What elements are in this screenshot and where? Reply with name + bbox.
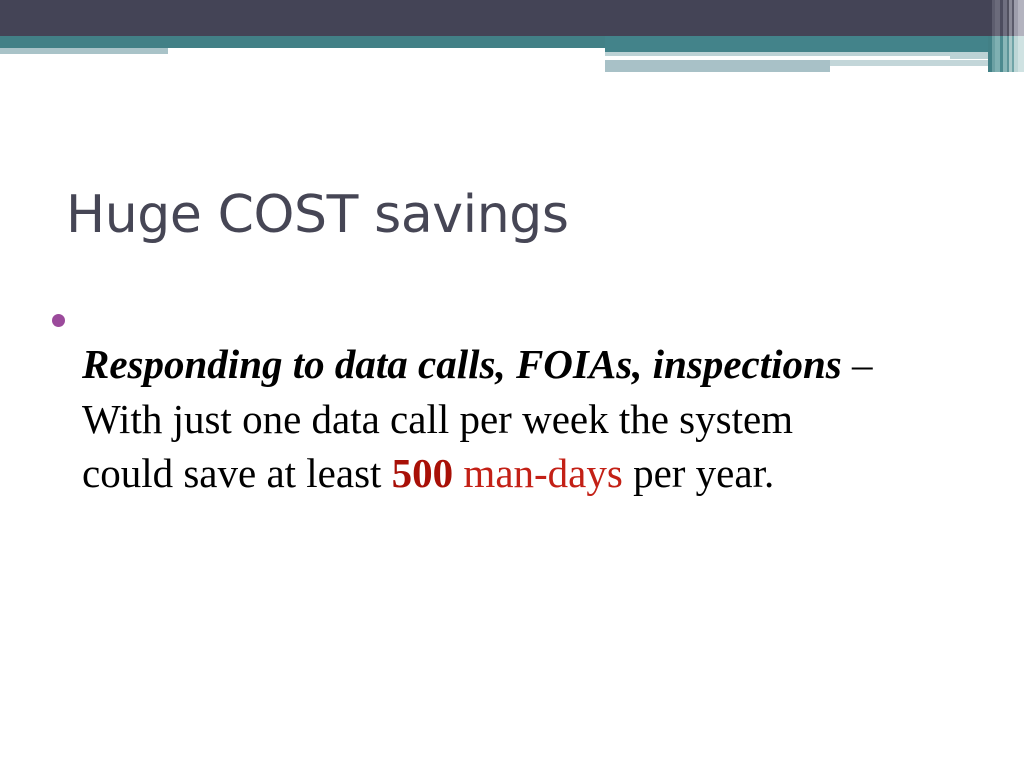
slide-body: Responding to data calls, FOIAs, inspect… [52, 296, 932, 542]
header-stripe [992, 36, 995, 72]
bullet-dot-icon [52, 296, 82, 327]
bullet-text: Responding to data calls, FOIAs, inspect… [82, 337, 892, 501]
header-stripe [1009, 0, 1012, 36]
header-band-teal-right [605, 36, 1024, 52]
header-stripe [995, 0, 1000, 36]
header-stripe [1009, 36, 1012, 72]
header-vertical-stripes-bottom [988, 36, 1024, 72]
header-band-pale-low-right [830, 60, 1024, 66]
header-band-white-slice [605, 56, 950, 60]
header-stripe [1000, 36, 1003, 72]
header-stripe [992, 0, 995, 36]
bullet-separator: – [841, 341, 873, 387]
header-stripe [1018, 0, 1024, 36]
bullet-body-after: per year. [622, 450, 775, 497]
slide-header-decoration [0, 0, 1024, 80]
header-vertical-stripes-top [988, 0, 1024, 36]
bullet-list-item: Responding to data calls, FOIAs, inspect… [52, 296, 932, 542]
header-band-pale-mid [605, 52, 1024, 59]
header-stripe [1014, 0, 1018, 36]
highlight-unit: man-days [453, 450, 623, 497]
header-stripe [1007, 36, 1009, 72]
header-stripe [995, 36, 1000, 72]
bullet-body-before: With just one data call per week the sys… [82, 395, 794, 497]
header-stripe [1007, 0, 1009, 36]
header-stripe [988, 36, 992, 72]
highlight-number: 500 [391, 450, 454, 497]
header-band-pale-left [0, 48, 168, 54]
header-stripe [1012, 36, 1014, 72]
header-band-pale-low [605, 60, 830, 72]
header-stripe [1003, 36, 1007, 72]
header-stripe [1000, 0, 1003, 36]
header-stripe [1018, 36, 1024, 72]
slide-title: Huge COST savings [66, 184, 569, 245]
header-stripe [1003, 0, 1007, 36]
header-band-navy [0, 0, 1024, 36]
bullet-lead-phrase: Responding to data calls, FOIAs, inspect… [82, 341, 842, 387]
header-stripe [1012, 0, 1014, 36]
header-stripe [988, 0, 992, 36]
header-stripe [1014, 36, 1018, 72]
